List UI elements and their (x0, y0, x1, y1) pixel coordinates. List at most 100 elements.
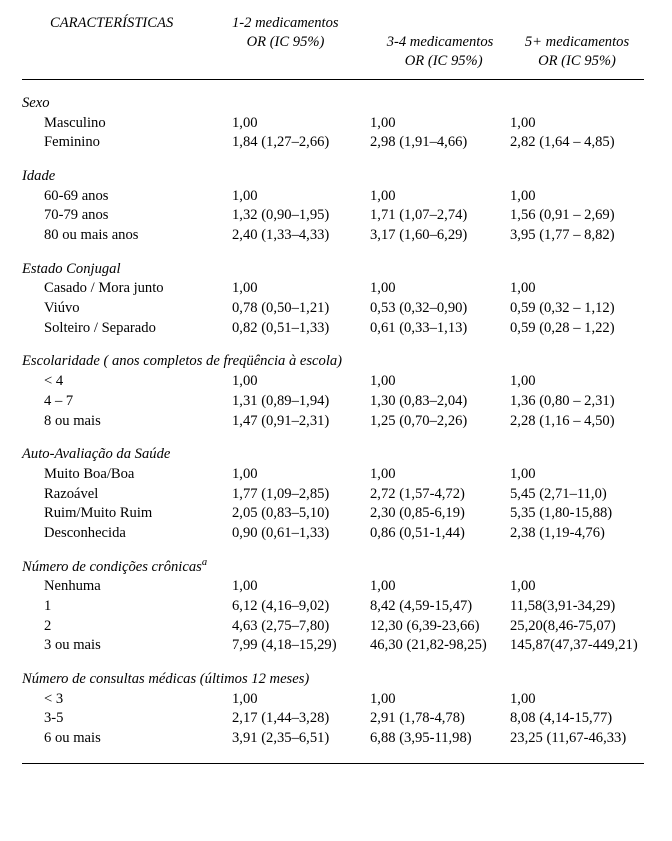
row-c2: 3,17 (1,60–6,29) (370, 226, 510, 246)
row-label: Masculino (22, 114, 232, 134)
row-c2: 1,00 (370, 577, 510, 597)
row-c2: 1,00 (370, 690, 510, 710)
group-title: Estado Conjugal (22, 260, 644, 280)
row-label: 4 – 7 (22, 392, 232, 412)
row-c3: 1,00 (510, 372, 644, 392)
row-c2: 6,88 (3,95-11,98) (370, 729, 510, 749)
table-row: 16,12 (4,16–9,02) 8,42 (4,59-15,47) 11,5… (22, 597, 644, 617)
table-row: 60-69 anos1,001,001,00 (22, 187, 644, 207)
row-c2: 0,61 (0,33–1,13) (370, 319, 510, 339)
row-c1: 7,99 (4,18–15,29) (232, 636, 370, 656)
group-title: Número de condições crônicasa (22, 558, 644, 578)
row-c2: 0,53 (0,32–0,90) (370, 299, 510, 319)
row-c1: 1,00 (232, 279, 370, 299)
row-c3: 1,00 (510, 187, 644, 207)
row-label: 3 ou mais (22, 636, 232, 656)
row-c2: 1,00 (370, 465, 510, 485)
row-c1: 0,78 (0,50–1,21) (232, 299, 370, 319)
header-col2-line2: OR (IC 95%) (405, 53, 483, 69)
row-c1: 6,12 (4,16–9,02) (232, 597, 370, 617)
row-c2: 46,30 (21,82-98,25) (370, 636, 510, 656)
row-c3: 1,56 (0,91 – 2,69) (510, 206, 644, 226)
row-c3: 5,35 (1,80-15,88) (510, 504, 644, 524)
row-c2: 1,00 (370, 114, 510, 134)
group-spacer (22, 656, 644, 670)
spacer-cell (22, 246, 644, 260)
group-spacer (22, 79, 644, 94)
row-c1: 1,00 (232, 465, 370, 485)
table-row: 70-79 anos1,32 (0,90–1,95)1,71 (1,07–2,7… (22, 206, 644, 226)
group-spacer (22, 544, 644, 558)
row-c1: 0,82 (0,51–1,33) (232, 319, 370, 339)
row-c3: 1,36 (0,80 – 2,31) (510, 392, 644, 412)
row-label: Nenhuma (22, 577, 232, 597)
table-row: 3 ou mais7,99 (4,18–15,29)46,30 (21,82-9… (22, 636, 644, 656)
row-c1: 1,00 (232, 372, 370, 392)
row-c2: 1,00 (370, 279, 510, 299)
group-title-row: Número de consultas médicas (últimos 12 … (22, 670, 644, 690)
row-c3: 1,00 (510, 577, 644, 597)
row-c3: 1,00 (510, 690, 644, 710)
row-c3: 0,59 (0,28 – 1,22) (510, 319, 644, 339)
bottom-rule (22, 763, 644, 764)
group-title: Idade (22, 167, 644, 187)
group-title: Número de consultas médicas (últimos 12 … (22, 670, 644, 690)
spacer-cell (22, 153, 644, 167)
row-c2: 2,72 (1,57-4,72) (370, 485, 510, 505)
row-label: Casado / Mora junto (22, 279, 232, 299)
row-c2: 2,30 (0,85-6,19) (370, 504, 510, 524)
row-label: Desconhecida (22, 524, 232, 544)
row-c3: 2,82 (1,64 – 4,85) (510, 133, 644, 153)
row-c1: 2,05 (0,83–5,10) (232, 504, 370, 524)
table-row: Desconhecida0,90 (0,61–1,33)0,86 (0,51-1… (22, 524, 644, 544)
row-c3: 5,45 (2,71–11,0) (510, 485, 644, 505)
header-col3-line2: OR (IC 95%) (538, 53, 616, 69)
row-c2: 1,00 (370, 187, 510, 207)
group-title-row: Número de condições crônicasa (22, 558, 644, 578)
row-label: 6 ou mais (22, 729, 232, 749)
group-title-row: Escolaridade ( anos completos de freqüên… (22, 352, 644, 372)
row-label: < 3 (22, 690, 232, 710)
header-col1-line2: OR (IC 95%) (247, 34, 325, 50)
row-c1: 1,00 (232, 577, 370, 597)
row-label: < 4 (22, 372, 232, 392)
group-spacer (22, 431, 644, 445)
header-col3: 5+ medicamentos OR (IC 95%) (510, 14, 644, 79)
row-c2: 8,42 (4,59-15,47) (370, 597, 510, 617)
table-row: Masculino1,001,001,00 (22, 114, 644, 134)
row-c2: 1,30 (0,83–2,04) (370, 392, 510, 412)
group-title-row: Estado Conjugal (22, 260, 644, 280)
row-label: 60-69 anos (22, 187, 232, 207)
row-c2: 1,25 (0,70–2,26) (370, 412, 510, 432)
table-row: 8 ou mais1,47 (0,91–2,31)1,25 (0,70–2,26… (22, 412, 644, 432)
group-spacer (22, 246, 644, 260)
header-col3-line1: 5+ medicamentos (525, 34, 629, 50)
group-title: Sexo (22, 94, 644, 114)
row-c2: 1,00 (370, 372, 510, 392)
table-row: Muito Boa/Boa1,001,001,00 (22, 465, 644, 485)
row-c1: 2,17 (1,44–3,28) (232, 709, 370, 729)
table-row: 3-52,17 (1,44–3,28)2,91 (1,78-4,78) 8,08… (22, 709, 644, 729)
row-c3: 25,20(8,46-75,07) (510, 617, 644, 637)
group-title-row: Auto-Avaliação da Saúde (22, 445, 644, 465)
spacer-cell (22, 544, 644, 558)
spacer-cell (22, 656, 644, 670)
table-row: Viúvo0,78 (0,50–1,21)0,53 (0,32–0,90)0,5… (22, 299, 644, 319)
row-label: Ruim/Muito Ruim (22, 504, 232, 524)
header-col1-line1: 1-2 medicamentos (232, 15, 339, 31)
row-c1: 1,84 (1,27–2,66) (232, 133, 370, 153)
group-title: Auto-Avaliação da Saúde (22, 445, 644, 465)
group-spacer (22, 153, 644, 167)
row-c3: 1,00 (510, 114, 644, 134)
row-c1: 1,47 (0,91–2,31) (232, 412, 370, 432)
row-label: 1 (22, 597, 232, 617)
row-c3: 1,00 (510, 465, 644, 485)
row-c3: 8,08 (4,14-15,77) (510, 709, 644, 729)
row-c3: 23,25 (11,67-46,33) (510, 729, 644, 749)
table-row: Solteiro / Separado0,82 (0,51–1,33)0,61 … (22, 319, 644, 339)
header-col2: 3-4 medicamentos OR (IC 95%) (370, 14, 510, 79)
table-row: 80 ou mais anos2,40 (1,33–4,33)3,17 (1,6… (22, 226, 644, 246)
rule-cell (22, 763, 644, 764)
group-spacer (22, 338, 644, 352)
table-row: < 41,001,001,00 (22, 372, 644, 392)
